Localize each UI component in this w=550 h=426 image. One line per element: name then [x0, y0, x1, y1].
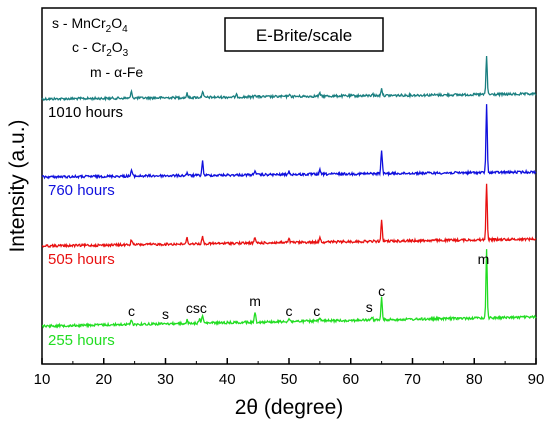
- chart-title-box: E-Brite/scale: [224, 17, 384, 52]
- series-label: 760 hours: [48, 182, 115, 199]
- legend-item-c: c - Cr2O3: [72, 39, 129, 59]
- legend-item-s: s - MnCr2O4: [52, 15, 128, 35]
- peak-label: c: [128, 303, 135, 319]
- x-tick-label: 70: [404, 371, 421, 388]
- series-labels: 1010 hours 760 hours 505 hours 255 hours: [48, 104, 123, 349]
- peak-label: c: [313, 303, 320, 319]
- series-layer: [41, 55, 537, 329]
- series-label: 505 hours: [48, 251, 115, 268]
- y-axis-title: Intensity (a.u.): [6, 119, 29, 252]
- x-tick-label: 20: [95, 371, 112, 388]
- x-tick-label: 50: [281, 371, 298, 388]
- series-line-255-hours: [41, 249, 537, 329]
- series-line-1010-hours: [41, 55, 537, 102]
- peak-label: s: [366, 299, 373, 315]
- series-line-760-hours: [41, 104, 537, 180]
- peak-label: m: [478, 251, 490, 267]
- series-line-505-hours: [41, 183, 537, 249]
- x-axis-title: 2θ (degree): [235, 396, 344, 419]
- x-tick-label: 30: [157, 371, 174, 388]
- x-axis-ticks: 10 20 30 40 50 60 70 80 90: [34, 358, 545, 388]
- series-label: 255 hours: [48, 332, 115, 349]
- series-label: 1010 hours: [48, 104, 123, 121]
- x-tick-label: 60: [342, 371, 359, 388]
- peak-label: m: [249, 293, 261, 309]
- peak-labels: c s csc mc c scm: [128, 251, 489, 322]
- legend: s - MnCr2O4 c - Cr2O3 m - α-Fe: [52, 15, 143, 80]
- peak-label: c: [286, 303, 293, 319]
- x-tick-label: 10: [34, 371, 51, 388]
- peak-label: c: [378, 283, 385, 299]
- x-tick-label: 80: [466, 371, 483, 388]
- peak-label: s: [162, 306, 169, 322]
- legend-item-m: m - α-Fe: [90, 64, 143, 80]
- x-tick-label: 90: [528, 371, 545, 388]
- peak-label: csc: [186, 300, 207, 316]
- chart-title: E-Brite/scale: [256, 26, 352, 45]
- chart-title-frame: [224, 17, 384, 52]
- x-tick-label: 40: [219, 371, 236, 388]
